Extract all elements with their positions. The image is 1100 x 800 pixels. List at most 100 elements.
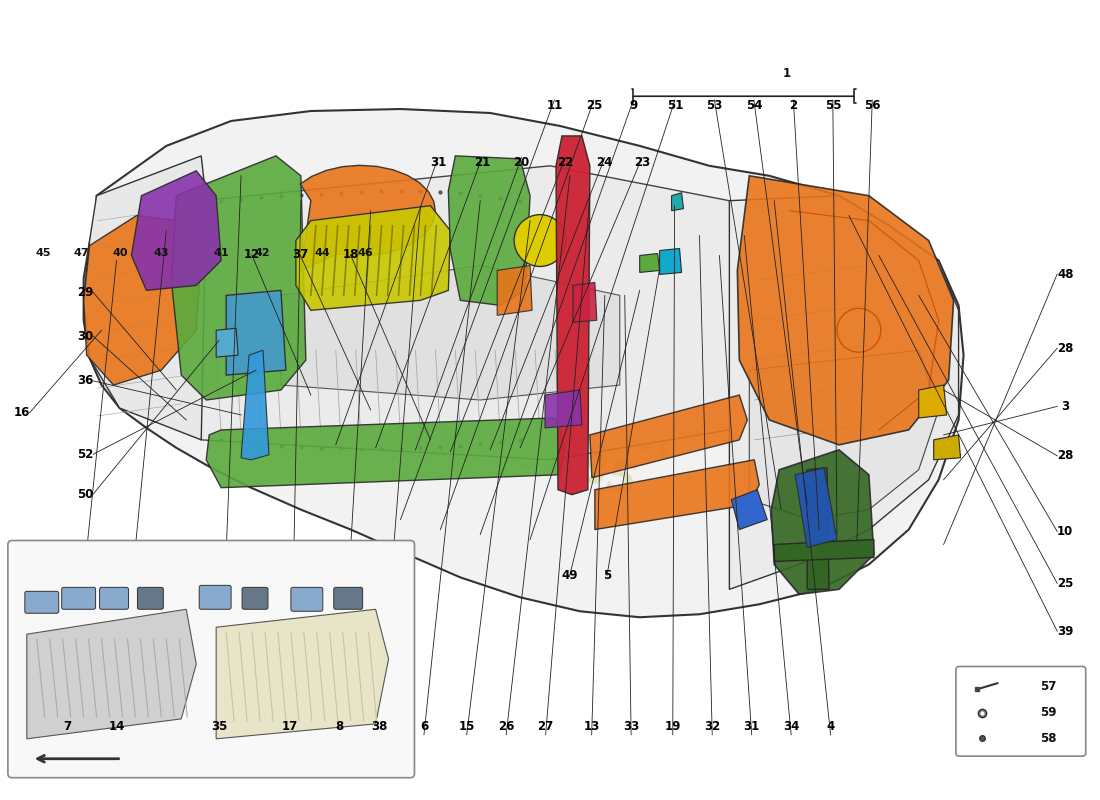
Polygon shape xyxy=(241,350,270,460)
Polygon shape xyxy=(729,196,958,590)
Polygon shape xyxy=(227,290,286,375)
Polygon shape xyxy=(217,610,388,739)
Polygon shape xyxy=(737,176,954,445)
Text: 44: 44 xyxy=(315,247,330,258)
Text: 10: 10 xyxy=(1057,525,1074,538)
Text: 50: 50 xyxy=(77,487,94,501)
Text: 22: 22 xyxy=(558,156,573,169)
Text: 49: 49 xyxy=(561,569,578,582)
Text: 58: 58 xyxy=(1040,732,1056,745)
Text: 16: 16 xyxy=(13,406,30,419)
Text: 55: 55 xyxy=(825,98,842,111)
Polygon shape xyxy=(595,460,759,530)
Text: 32: 32 xyxy=(704,720,720,734)
FancyBboxPatch shape xyxy=(25,591,58,614)
Text: 19: 19 xyxy=(664,720,681,734)
Polygon shape xyxy=(795,468,837,547)
FancyBboxPatch shape xyxy=(100,587,129,610)
Text: 47: 47 xyxy=(73,247,89,258)
Text: 11: 11 xyxy=(547,98,562,111)
Text: 8: 8 xyxy=(336,720,343,734)
Polygon shape xyxy=(590,395,747,478)
Text: 24: 24 xyxy=(596,156,613,169)
FancyBboxPatch shape xyxy=(333,587,363,610)
FancyBboxPatch shape xyxy=(138,587,163,610)
Text: 39: 39 xyxy=(1057,625,1074,638)
Text: 21: 21 xyxy=(474,156,491,169)
Text: 31: 31 xyxy=(744,720,760,734)
Text: 13: 13 xyxy=(583,720,600,734)
Text: 3: 3 xyxy=(1062,400,1069,413)
Text: 14: 14 xyxy=(109,720,125,734)
Text: 30: 30 xyxy=(77,330,94,342)
Text: 15: 15 xyxy=(459,720,475,734)
Text: 25: 25 xyxy=(585,98,602,111)
Polygon shape xyxy=(774,539,873,562)
Text: 26: 26 xyxy=(498,720,515,734)
FancyBboxPatch shape xyxy=(199,586,231,610)
Text: 43: 43 xyxy=(153,247,168,258)
Text: 57: 57 xyxy=(1040,680,1056,693)
Text: 12: 12 xyxy=(244,249,260,262)
Text: 51: 51 xyxy=(667,98,683,111)
FancyBboxPatch shape xyxy=(242,587,268,610)
Polygon shape xyxy=(807,468,829,590)
Text: 41: 41 xyxy=(213,247,229,258)
Text: 56: 56 xyxy=(864,98,880,111)
Text: 17: 17 xyxy=(282,720,298,734)
Polygon shape xyxy=(217,328,238,357)
Polygon shape xyxy=(206,418,565,488)
Text: 46: 46 xyxy=(358,247,374,258)
Text: 45: 45 xyxy=(36,247,52,258)
FancyBboxPatch shape xyxy=(62,587,96,610)
Text: 27: 27 xyxy=(538,720,553,734)
Polygon shape xyxy=(449,156,530,306)
Text: 53: 53 xyxy=(706,98,723,111)
Text: 1: 1 xyxy=(783,66,791,80)
Polygon shape xyxy=(172,156,306,400)
Text: 28: 28 xyxy=(1057,450,1074,462)
Polygon shape xyxy=(934,435,960,460)
Text: 37: 37 xyxy=(292,249,308,262)
Polygon shape xyxy=(84,156,206,440)
Text: 52: 52 xyxy=(77,448,94,461)
Text: 33: 33 xyxy=(623,720,639,734)
Text: 34: 34 xyxy=(783,720,800,734)
Polygon shape xyxy=(749,350,938,519)
Polygon shape xyxy=(640,254,660,273)
Polygon shape xyxy=(497,266,532,315)
Text: 38: 38 xyxy=(371,720,387,734)
Polygon shape xyxy=(732,490,767,530)
Text: 40: 40 xyxy=(112,247,128,258)
Polygon shape xyxy=(26,610,196,739)
Polygon shape xyxy=(556,136,590,494)
Text: 35: 35 xyxy=(211,720,227,734)
Text: 7: 7 xyxy=(64,720,72,734)
Polygon shape xyxy=(182,166,749,460)
Text: 5: 5 xyxy=(603,569,612,582)
Text: 31: 31 xyxy=(430,156,447,169)
Text: 6: 6 xyxy=(420,720,428,734)
FancyBboxPatch shape xyxy=(8,541,415,778)
Text: 9: 9 xyxy=(629,98,637,111)
Polygon shape xyxy=(84,216,201,385)
Polygon shape xyxy=(672,193,683,210)
Polygon shape xyxy=(280,266,619,400)
Polygon shape xyxy=(544,390,582,428)
Text: 29: 29 xyxy=(77,286,94,299)
Text: 42: 42 xyxy=(255,247,271,258)
Text: 4: 4 xyxy=(826,720,835,734)
Polygon shape xyxy=(918,385,947,418)
Polygon shape xyxy=(660,249,682,274)
Polygon shape xyxy=(300,166,436,270)
Text: 48: 48 xyxy=(1057,267,1074,281)
Polygon shape xyxy=(132,170,221,290)
Text: 2: 2 xyxy=(790,98,798,111)
Text: 54: 54 xyxy=(746,98,762,111)
Polygon shape xyxy=(84,109,964,618)
Text: 28: 28 xyxy=(1057,342,1074,354)
Text: 18: 18 xyxy=(342,249,359,262)
Text: 25: 25 xyxy=(1057,577,1074,590)
Text: 20: 20 xyxy=(514,156,529,169)
Text: 36: 36 xyxy=(77,374,94,387)
